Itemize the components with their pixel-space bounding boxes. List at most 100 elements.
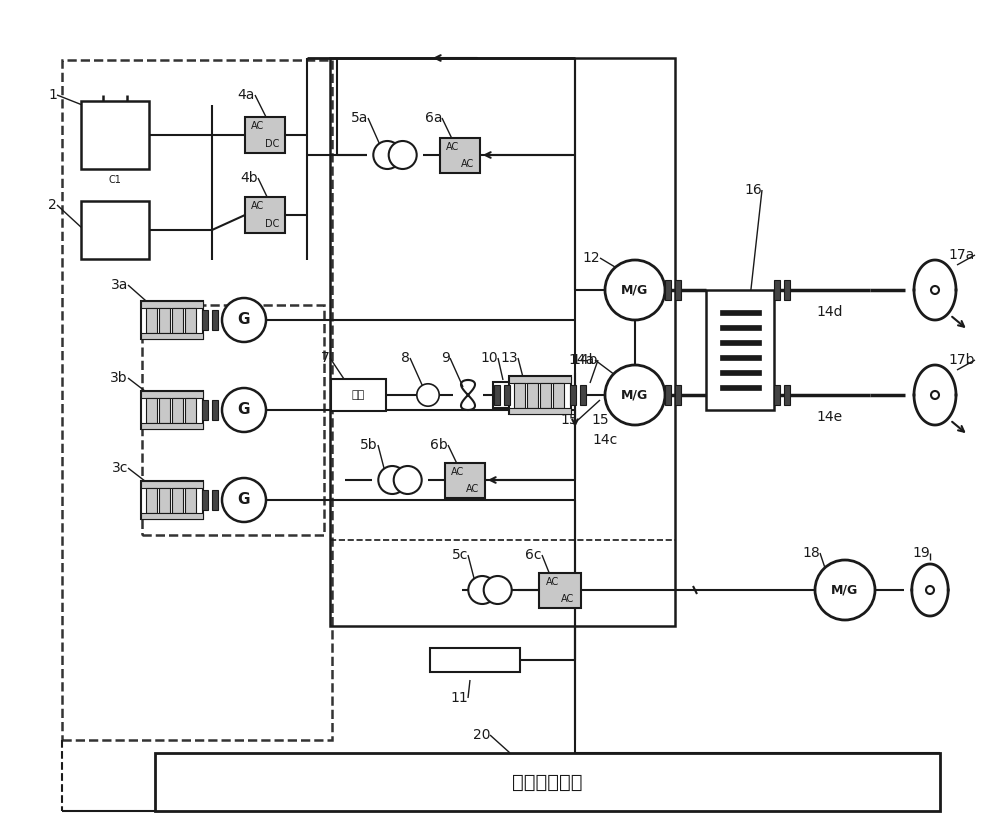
- Text: 3b: 3b: [110, 371, 128, 385]
- Bar: [141, 332, 203, 339]
- Bar: [185, 398, 196, 423]
- Text: 14a: 14a: [569, 353, 595, 367]
- Text: AC: AC: [446, 142, 459, 152]
- Text: 6c: 6c: [526, 548, 542, 562]
- Bar: [155, 753, 940, 811]
- Bar: [570, 385, 576, 405]
- Bar: [172, 487, 183, 513]
- Text: 整船冷却系统: 整船冷却系统: [512, 773, 582, 791]
- Text: 16: 16: [744, 183, 762, 197]
- Text: 5c: 5c: [452, 548, 468, 562]
- Bar: [141, 481, 203, 519]
- Circle shape: [389, 141, 417, 169]
- Text: 7: 7: [321, 351, 330, 365]
- Text: AC: AC: [466, 484, 479, 494]
- Text: 4a: 4a: [238, 88, 255, 102]
- Text: 13: 13: [500, 351, 518, 365]
- Bar: [141, 423, 203, 429]
- Bar: [509, 376, 571, 383]
- Text: 11: 11: [450, 691, 468, 705]
- Bar: [539, 573, 581, 608]
- Text: AC: AC: [451, 466, 464, 477]
- Circle shape: [605, 260, 665, 320]
- Bar: [706, 290, 774, 410]
- Bar: [202, 310, 208, 330]
- Bar: [202, 400, 208, 420]
- Text: 17a: 17a: [949, 248, 975, 262]
- Text: 1: 1: [48, 88, 57, 102]
- Bar: [142, 305, 324, 535]
- Text: AC: AC: [251, 121, 264, 131]
- Bar: [146, 398, 157, 423]
- Bar: [141, 513, 203, 519]
- Bar: [445, 463, 485, 498]
- Bar: [159, 398, 170, 423]
- Bar: [331, 379, 386, 411]
- Bar: [665, 385, 671, 405]
- Bar: [553, 383, 564, 408]
- Bar: [784, 385, 790, 405]
- Text: AC: AC: [546, 576, 559, 586]
- Circle shape: [468, 576, 496, 604]
- Bar: [245, 117, 285, 153]
- Bar: [774, 385, 780, 405]
- Bar: [146, 487, 157, 513]
- Bar: [141, 391, 203, 429]
- Text: 3c: 3c: [112, 461, 128, 475]
- Text: 18: 18: [802, 546, 820, 560]
- Text: 17b: 17b: [948, 353, 975, 367]
- Bar: [202, 490, 208, 510]
- Circle shape: [378, 466, 406, 494]
- Bar: [527, 383, 538, 408]
- Circle shape: [222, 298, 266, 342]
- Bar: [185, 487, 196, 513]
- Text: 14b: 14b: [572, 353, 598, 367]
- Bar: [720, 340, 761, 345]
- Circle shape: [394, 466, 422, 494]
- Bar: [172, 308, 183, 332]
- Bar: [675, 280, 681, 300]
- Text: 14d: 14d: [817, 305, 843, 319]
- Text: DC: DC: [265, 219, 279, 229]
- Bar: [784, 280, 790, 300]
- Bar: [159, 487, 170, 513]
- Bar: [146, 308, 157, 332]
- Circle shape: [373, 141, 401, 169]
- Circle shape: [931, 391, 939, 399]
- Text: M/G: M/G: [831, 583, 859, 597]
- Bar: [62, 60, 332, 740]
- Circle shape: [417, 383, 439, 406]
- Bar: [440, 138, 480, 173]
- Bar: [159, 308, 170, 332]
- Text: 9: 9: [441, 351, 450, 365]
- Bar: [720, 355, 761, 360]
- Bar: [509, 408, 571, 414]
- Text: 5b: 5b: [360, 438, 378, 452]
- Text: 3a: 3a: [111, 278, 128, 292]
- Text: 6a: 6a: [424, 111, 442, 125]
- Bar: [540, 383, 551, 408]
- Text: AC: AC: [461, 159, 474, 169]
- Bar: [509, 376, 571, 414]
- Text: M/G: M/G: [621, 388, 649, 402]
- Text: 6b: 6b: [430, 438, 448, 452]
- Bar: [81, 201, 149, 259]
- Text: C1: C1: [109, 175, 121, 185]
- Bar: [212, 310, 218, 330]
- Text: 19: 19: [912, 546, 930, 560]
- Bar: [665, 280, 671, 300]
- Circle shape: [926, 586, 934, 594]
- Bar: [580, 385, 586, 405]
- Text: 2: 2: [48, 198, 57, 212]
- Circle shape: [222, 478, 266, 522]
- Text: 液氨: 液氨: [351, 390, 365, 400]
- Text: G: G: [238, 492, 250, 508]
- Bar: [720, 370, 761, 375]
- Text: G: G: [238, 403, 250, 418]
- Circle shape: [484, 576, 512, 604]
- Bar: [141, 301, 203, 308]
- Text: 20: 20: [473, 728, 490, 742]
- Text: 15: 15: [591, 413, 609, 427]
- Bar: [720, 325, 761, 330]
- Bar: [245, 197, 285, 233]
